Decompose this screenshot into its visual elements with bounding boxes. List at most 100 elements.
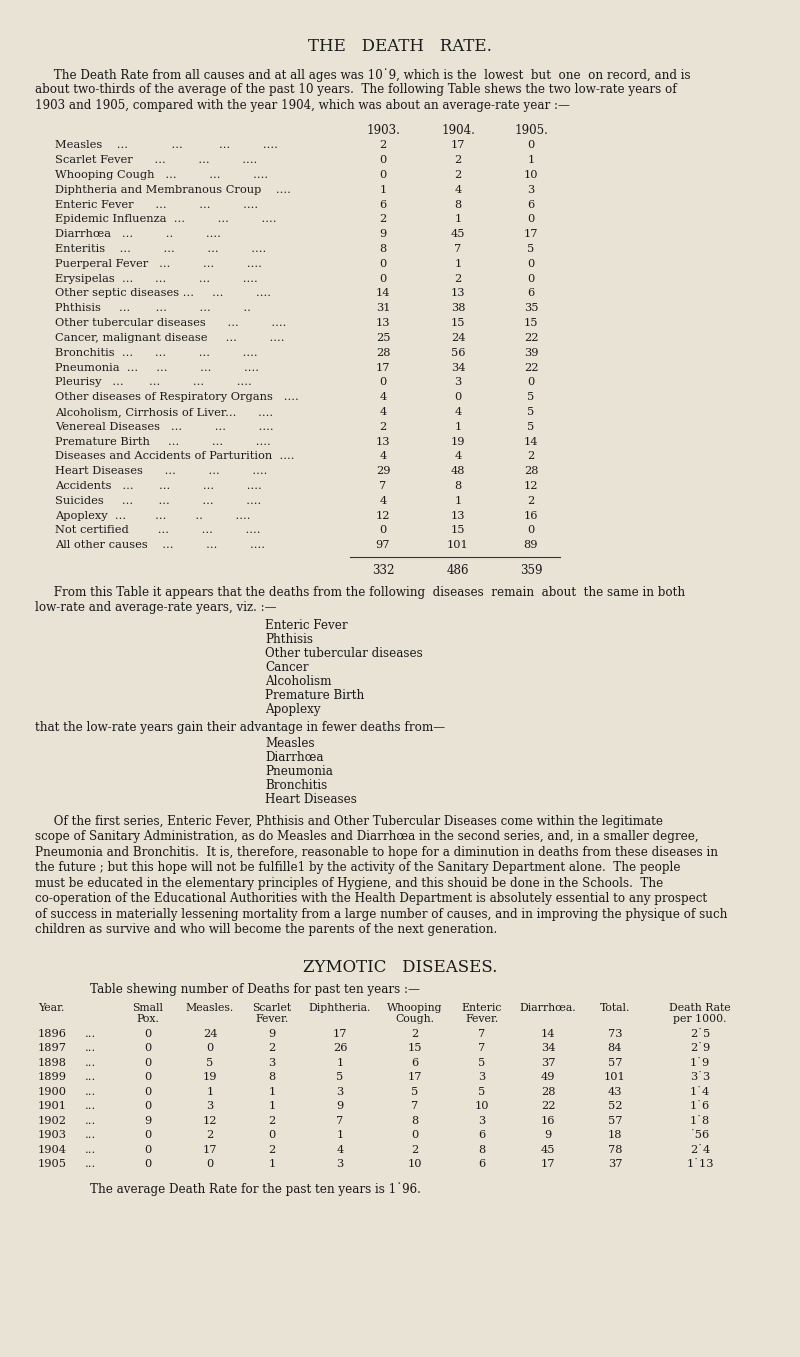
Text: Diphtheria and Membranous Croup    ....: Diphtheria and Membranous Croup .... <box>55 185 291 195</box>
Text: Premature Birth: Premature Birth <box>265 689 364 702</box>
Text: Other diseases of Respiratory Organs   ....: Other diseases of Respiratory Organs ...… <box>55 392 298 402</box>
Text: 4: 4 <box>454 185 462 195</box>
Text: Diarrhœa   ...         ..         ....: Diarrhœa ... .. .... <box>55 229 221 239</box>
Text: 2: 2 <box>527 495 534 506</box>
Text: 12: 12 <box>524 480 538 491</box>
Text: 1899: 1899 <box>38 1072 67 1083</box>
Text: 1˙9: 1˙9 <box>690 1058 710 1068</box>
Text: low-rate and average-rate years, viz. :—: low-rate and average-rate years, viz. :— <box>35 601 277 615</box>
Text: 3: 3 <box>206 1102 214 1111</box>
Text: 1: 1 <box>379 185 386 195</box>
Text: 37: 37 <box>541 1058 555 1068</box>
Text: 7: 7 <box>478 1029 486 1039</box>
Text: Premature Birth     ...         ...         ....: Premature Birth ... ... .... <box>55 437 270 446</box>
Text: Heart Diseases      ...         ...         ....: Heart Diseases ... ... .... <box>55 465 267 476</box>
Text: ...: ... <box>85 1058 96 1068</box>
Text: 0: 0 <box>379 525 386 535</box>
Text: 13: 13 <box>450 510 466 521</box>
Text: 0: 0 <box>144 1145 152 1155</box>
Text: 1903 and 1905, compared with the year 1904, which was about an average-rate year: 1903 and 1905, compared with the year 19… <box>35 99 570 113</box>
Text: 332: 332 <box>372 565 394 577</box>
Text: Measles    ...            ...          ...         ....: Measles ... ... ... .... <box>55 141 278 151</box>
Text: 13: 13 <box>376 437 390 446</box>
Text: 1: 1 <box>527 155 534 166</box>
Text: 0: 0 <box>144 1087 152 1096</box>
Text: From this Table it appears that the deaths from the following  diseases  remain : From this Table it appears that the deat… <box>35 586 685 598</box>
Text: 2: 2 <box>379 214 386 224</box>
Text: 15: 15 <box>450 525 466 535</box>
Text: Enteric Fever: Enteric Fever <box>265 619 348 632</box>
Text: 22: 22 <box>524 362 538 373</box>
Text: 10: 10 <box>408 1159 422 1170</box>
Text: 0: 0 <box>144 1130 152 1140</box>
Text: Phthisis: Phthisis <box>265 632 313 646</box>
Text: ...: ... <box>85 1130 96 1140</box>
Text: 1: 1 <box>454 422 462 432</box>
Text: ZYMOTIC   DISEASES.: ZYMOTIC DISEASES. <box>303 959 497 976</box>
Text: ...: ... <box>85 1087 96 1096</box>
Text: 2: 2 <box>379 141 386 151</box>
Text: ...: ... <box>85 1029 96 1039</box>
Text: 0: 0 <box>144 1029 152 1039</box>
Text: Bronchitis  ...      ...         ...         ....: Bronchitis ... ... ... .... <box>55 347 258 358</box>
Text: Puerperal Fever   ...         ...         ....: Puerperal Fever ... ... .... <box>55 259 262 269</box>
Text: 26: 26 <box>333 1044 347 1053</box>
Text: 15: 15 <box>450 318 466 328</box>
Text: 22: 22 <box>524 332 538 343</box>
Text: 4: 4 <box>454 452 462 461</box>
Text: 3˙3: 3˙3 <box>690 1072 710 1083</box>
Text: 4: 4 <box>379 452 386 461</box>
Text: 16: 16 <box>541 1115 555 1126</box>
Text: 6: 6 <box>527 289 534 299</box>
Text: 97: 97 <box>376 540 390 550</box>
Text: Small: Small <box>133 1003 163 1012</box>
Text: 0: 0 <box>144 1102 152 1111</box>
Text: 9: 9 <box>268 1029 276 1039</box>
Text: 5: 5 <box>206 1058 214 1068</box>
Text: 2: 2 <box>454 155 462 166</box>
Text: 31: 31 <box>376 304 390 313</box>
Text: the future ; but this hope will not be fulfille1 by the activity of the Sanitary: the future ; but this hope will not be f… <box>35 862 681 874</box>
Text: 38: 38 <box>450 304 466 313</box>
Text: 2: 2 <box>379 422 386 432</box>
Text: 5: 5 <box>527 422 534 432</box>
Text: 9: 9 <box>144 1115 152 1126</box>
Text: 359: 359 <box>520 565 542 577</box>
Text: 8: 8 <box>268 1072 276 1083</box>
Text: 7: 7 <box>336 1115 344 1126</box>
Text: 4: 4 <box>379 495 386 506</box>
Text: 101: 101 <box>447 540 469 550</box>
Text: 1904: 1904 <box>38 1145 67 1155</box>
Text: 15: 15 <box>524 318 538 328</box>
Text: 0: 0 <box>379 274 386 284</box>
Text: 0: 0 <box>454 392 462 402</box>
Text: 57: 57 <box>608 1058 622 1068</box>
Text: 45: 45 <box>541 1145 555 1155</box>
Text: 0: 0 <box>379 170 386 180</box>
Text: 19: 19 <box>202 1072 218 1083</box>
Text: Cancer, malignant disease     ...         ....: Cancer, malignant disease ... .... <box>55 332 285 343</box>
Text: 2: 2 <box>454 170 462 180</box>
Text: 34: 34 <box>541 1044 555 1053</box>
Text: 0: 0 <box>144 1044 152 1053</box>
Text: Erysipelas  ...      ...         ...         ....: Erysipelas ... ... ... .... <box>55 274 258 284</box>
Text: 101: 101 <box>604 1072 626 1083</box>
Text: Diarrhœa.: Diarrhœa. <box>520 1003 576 1012</box>
Text: 17: 17 <box>541 1159 555 1170</box>
Text: Alcoholism: Alcoholism <box>265 674 331 688</box>
Text: 0: 0 <box>527 274 534 284</box>
Text: 2: 2 <box>527 452 534 461</box>
Text: 0: 0 <box>527 525 534 535</box>
Text: scope of Sanitary Administration, as do Measles and Diarrhœa in the second serie: scope of Sanitary Administration, as do … <box>35 830 698 844</box>
Text: 14: 14 <box>524 437 538 446</box>
Text: 1905: 1905 <box>38 1159 67 1170</box>
Text: 2˙9: 2˙9 <box>690 1044 710 1053</box>
Text: 9: 9 <box>544 1130 552 1140</box>
Text: Scarlet: Scarlet <box>253 1003 291 1012</box>
Text: 3: 3 <box>336 1087 344 1096</box>
Text: 5: 5 <box>336 1072 344 1083</box>
Text: Other septic diseases ...     ...         ....: Other septic diseases ... ... .... <box>55 289 271 299</box>
Text: that the low-rate years gain their advantage in fewer deaths from—: that the low-rate years gain their advan… <box>35 721 445 734</box>
Text: 1902: 1902 <box>38 1115 67 1126</box>
Text: 17: 17 <box>333 1029 347 1039</box>
